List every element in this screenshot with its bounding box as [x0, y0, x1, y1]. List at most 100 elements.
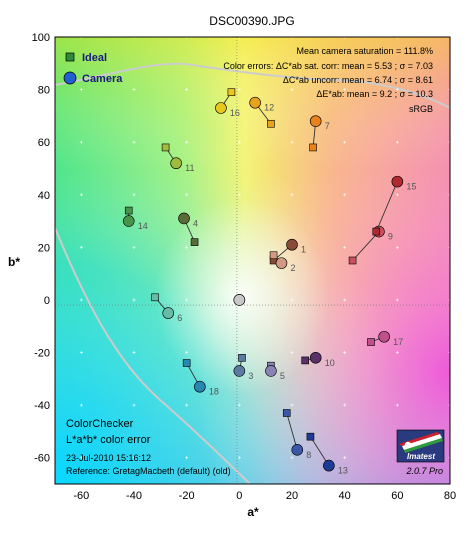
ideal-marker	[372, 227, 381, 236]
legend: Ideal Camera	[63, 52, 123, 85]
camera-marker	[378, 330, 390, 343]
ideal-marker	[161, 143, 170, 152]
x-tick-label: 60	[391, 490, 403, 502]
patch-12: 12	[249, 96, 275, 128]
camera-marker	[391, 175, 404, 188]
y-tick-label: 0	[44, 295, 50, 307]
stat-de: ΔE*ab: mean = 9.2 ; σ = 10.3	[316, 89, 433, 99]
y-tick-label: -60	[34, 453, 50, 465]
camera-marker	[323, 459, 335, 472]
camera-marker	[178, 212, 190, 225]
ideal-marker	[301, 356, 309, 365]
y-tick-label: 40	[38, 190, 50, 202]
camera-marker	[194, 380, 206, 393]
grid-dots	[79, 37, 450, 460]
ideal-marker	[309, 143, 317, 152]
camera-marker	[162, 307, 175, 319]
patch-15: 15	[372, 175, 416, 236]
patch-16: 16	[215, 88, 240, 118]
patch-11: 11	[161, 143, 194, 173]
camera-marker	[215, 102, 227, 114]
tick-labels: -60 -40 -20 0 20 40 60 80 -60 -40 -20 0 20 40 60 80 100	[32, 32, 456, 502]
ideal-marker	[269, 251, 278, 260]
error-line	[352, 231, 380, 261]
y-tick-label: 100	[32, 32, 50, 44]
stat-colorspace: sRGB	[409, 104, 433, 114]
x-tick-label: -40	[126, 490, 142, 502]
patch-10: 10	[301, 351, 335, 368]
camera-marker	[291, 444, 304, 456]
ideal-marker	[238, 353, 246, 362]
x-tick-label: 20	[286, 490, 298, 502]
plot-frame	[54, 36, 451, 485]
y-axis-title: b*	[8, 255, 20, 269]
patch-6: 6	[151, 293, 182, 323]
stat-dc-sat-corr: Color errors: ΔC*ab sat. corr: mean = 5.…	[223, 61, 433, 71]
patch-label: 1	[301, 245, 306, 255]
patch-4: 4	[178, 212, 199, 246]
camera-marker	[122, 215, 135, 227]
patch-label: 7	[325, 121, 330, 131]
patch-label: 16	[230, 108, 240, 118]
y-tick-label: 80	[38, 85, 50, 97]
error-line	[286, 412, 298, 450]
patch-8: 8	[282, 409, 311, 460]
ideal-marker	[151, 293, 159, 302]
patch-label: 9	[388, 232, 393, 242]
chart-title: DSC00390.JPG	[209, 14, 294, 28]
patch-label: 4	[193, 218, 198, 228]
y-tick-label: -20	[34, 348, 50, 360]
ideal-marker	[367, 338, 375, 346]
patch-7: 7	[309, 115, 330, 152]
patch-label: 2	[290, 263, 295, 273]
ideal-marker	[267, 119, 275, 128]
stats-block: Mean camera saturation = 111.8% Color er…	[223, 46, 433, 114]
colorchecker-info: ColorChecker L*a*b* color error 23-Jul-2…	[66, 418, 231, 476]
patch-label: 11	[185, 163, 194, 173]
camera-marker	[309, 115, 322, 127]
y-tick-label: 20	[38, 242, 50, 254]
patch-label: 5	[280, 371, 285, 381]
camera-marker	[170, 157, 182, 170]
legend-camera-marker	[63, 71, 77, 85]
ideal-marker	[306, 432, 315, 441]
cc-date: 23-Jul-2010 15:16:12	[66, 453, 151, 463]
ideal-marker	[348, 256, 357, 265]
imatest-logo-text: Imatest	[407, 452, 435, 461]
patch-3: 3	[233, 353, 253, 381]
patch-20	[233, 294, 246, 306]
camera-marker	[233, 365, 246, 377]
patch-label: 18	[209, 387, 219, 397]
cc-subtitle: L*a*b* color error	[66, 434, 151, 446]
ideal-marker	[227, 88, 236, 97]
camera-marker	[275, 257, 288, 269]
patch-5: 5	[265, 361, 285, 381]
x-tick-label: 40	[339, 490, 351, 502]
patch-label: 10	[325, 358, 335, 368]
patch-label: 17	[393, 337, 403, 347]
ideal-marker	[190, 238, 199, 246]
cc-reference: Reference: GretagMacbeth (default) (old)	[66, 466, 231, 476]
camera-marker	[309, 351, 322, 364]
version-label: 2.0.7 Pro	[405, 466, 443, 476]
legend-camera-label: Camera	[82, 73, 123, 85]
patch-label: 13	[338, 466, 348, 476]
x-axis-title: a*	[247, 505, 259, 519]
patch-label: 12	[264, 103, 274, 113]
legend-ideal-marker	[65, 52, 75, 62]
camera-marker	[233, 294, 246, 306]
patch-label: 15	[406, 182, 416, 192]
camera-marker	[265, 365, 277, 377]
error-line	[375, 181, 398, 232]
patch-label: 6	[177, 313, 182, 323]
patch-label: 3	[248, 371, 253, 381]
patch-14: 14	[122, 206, 148, 231]
patch-2: 2	[269, 251, 295, 273]
x-tick-label: -20	[179, 490, 195, 502]
gamut-curve-bottom	[55, 227, 251, 484]
x-tick-label: 80	[444, 490, 456, 502]
patch-label: 8	[306, 450, 311, 460]
